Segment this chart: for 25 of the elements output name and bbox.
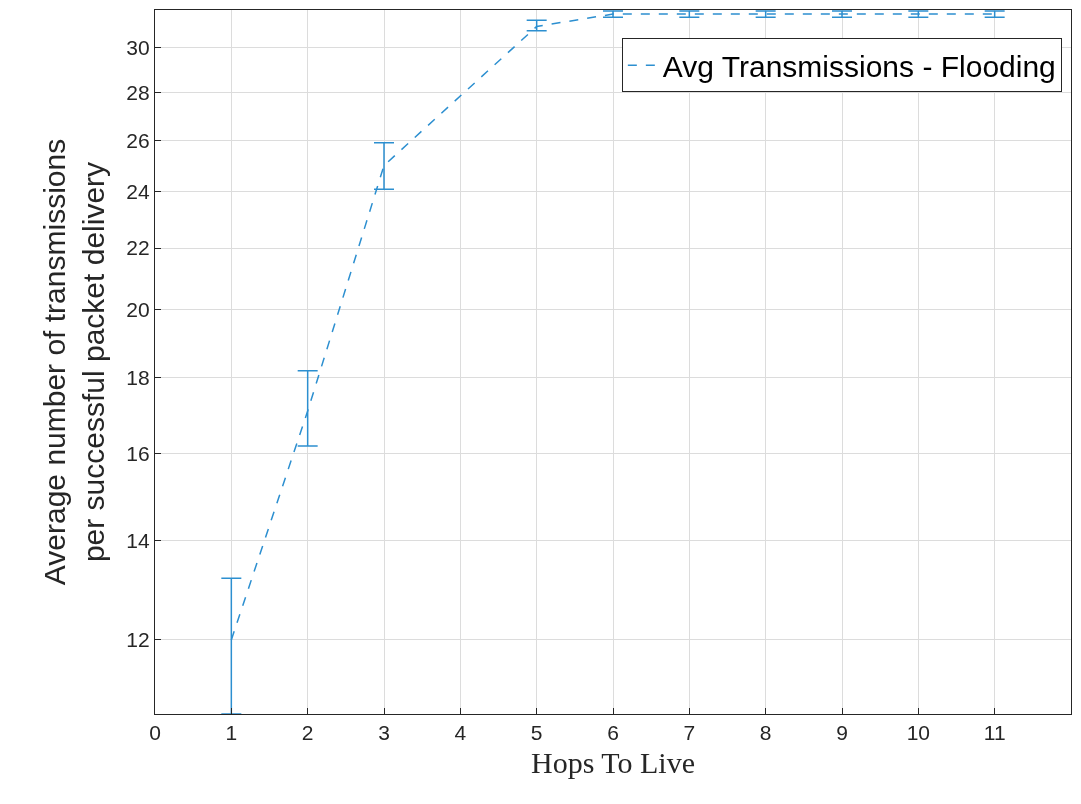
- y-tick-label: 26: [126, 128, 150, 152]
- x-tick-label: 3: [378, 721, 390, 745]
- y-tick-label: 14: [126, 528, 151, 552]
- x-tick-label: 11: [983, 721, 1006, 745]
- x-axis-title: Hops To Live: [530, 745, 696, 779]
- x-tick-label: 2: [301, 721, 314, 745]
- y-tick-label: 20: [126, 298, 150, 322]
- y-axis-title: Average number of transmissions per successful packet delivery: [38, 138, 111, 586]
- y-tick-label: 28: [126, 80, 150, 104]
- y-tick-label: 12: [126, 628, 150, 652]
- x-tick-label: 4: [454, 721, 467, 745]
- x-tick-label: 6: [607, 721, 619, 745]
- x-tick-label: 9: [836, 721, 848, 745]
- x-tick-label: 0: [149, 721, 161, 745]
- x-tick-label: 8: [759, 721, 772, 745]
- x-tick-label: 10: [906, 721, 931, 745]
- legend-label: Avg Transmissions - Flooding: [662, 49, 1056, 83]
- y-tick-label: 18: [126, 366, 150, 390]
- y-tick-label: 22: [126, 236, 150, 260]
- x-tick-label: 1: [225, 721, 238, 745]
- y-tick-label: 16: [126, 442, 150, 466]
- x-tick-label: 7: [683, 721, 696, 745]
- x-tick-label: 5: [530, 721, 543, 745]
- y-tick-label: 30: [126, 36, 150, 60]
- y-tick-label: 24: [126, 180, 151, 204]
